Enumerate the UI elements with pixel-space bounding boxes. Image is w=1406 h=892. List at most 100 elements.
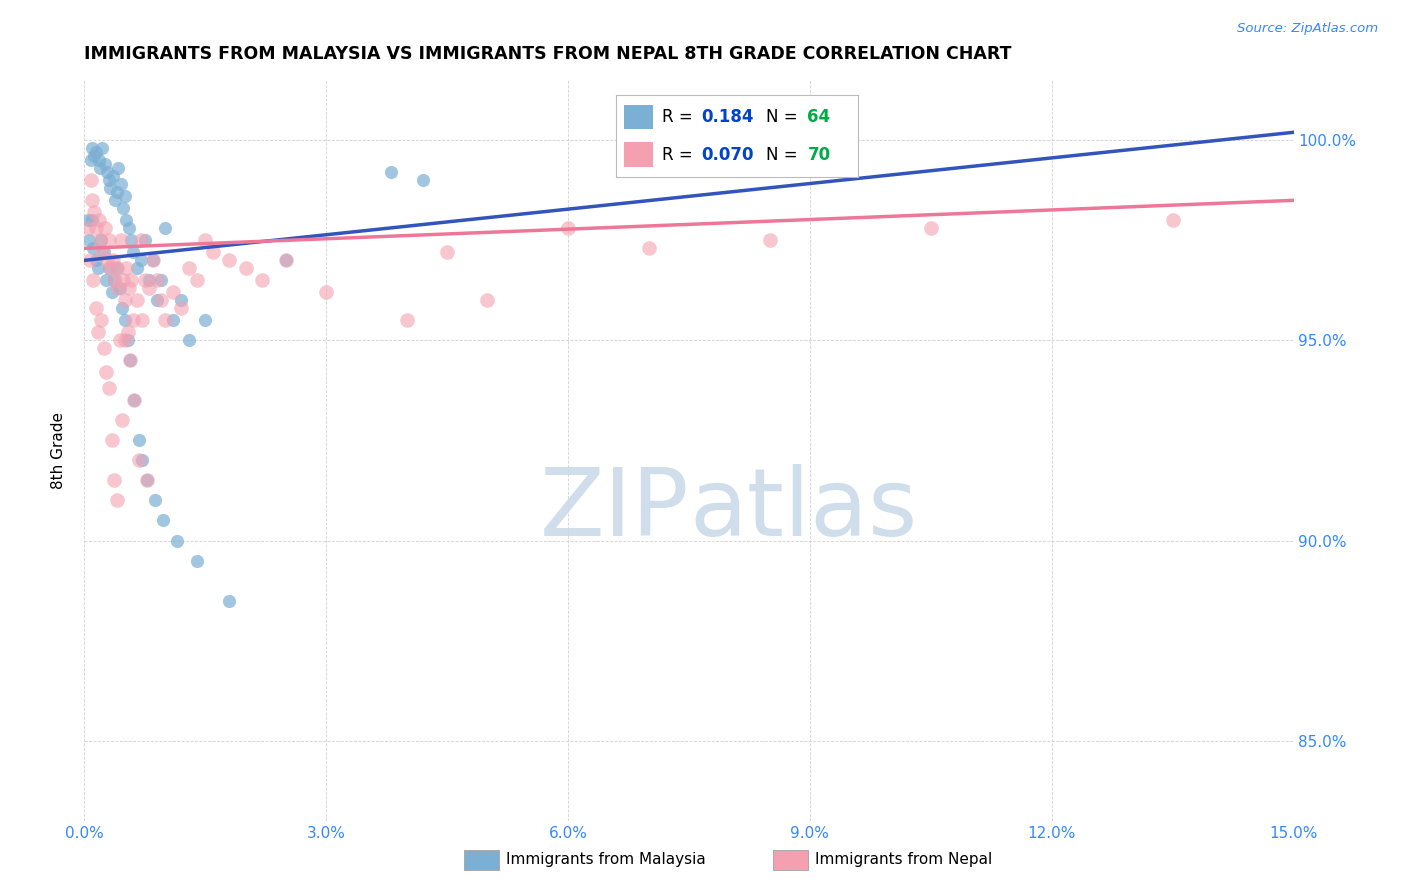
Point [250, 273, 273, 287]
Point [124, 393, 146, 408]
Point [153, 221, 176, 235]
Point [115, 213, 138, 227]
Point [98, 261, 121, 276]
Point [117, 326, 139, 340]
Point [436, 245, 458, 260]
Point [107, 281, 129, 295]
Point [100, 285, 122, 300]
Point [315, 285, 337, 300]
Point [136, 474, 159, 488]
Point [128, 434, 150, 448]
Point [98, 381, 121, 395]
Point [124, 393, 146, 408]
Point [89, 161, 111, 176]
Point [90, 313, 112, 327]
Point [162, 285, 184, 300]
Point [395, 313, 418, 327]
Point [380, 165, 402, 179]
Point [134, 233, 156, 247]
Point [115, 261, 138, 276]
Text: Source: ZipAtlas.com: Source: ZipAtlas.com [1237, 22, 1378, 36]
Point [146, 293, 169, 308]
Point [98, 261, 121, 276]
Point [82, 194, 104, 208]
Point [758, 233, 780, 247]
Point [146, 273, 169, 287]
Point [111, 301, 134, 316]
Point [120, 353, 142, 368]
Point [87, 153, 110, 168]
Point [83, 149, 105, 163]
Point [107, 261, 129, 276]
Point [87, 326, 110, 340]
Point [412, 173, 434, 187]
Point [93, 245, 115, 260]
Point [138, 281, 160, 295]
Text: ZIP: ZIP [540, 464, 689, 556]
Point [118, 281, 141, 295]
Point [194, 233, 217, 247]
Point [82, 241, 104, 255]
Point [93, 221, 115, 235]
Point [83, 205, 105, 219]
Point [274, 253, 297, 268]
Text: Immigrants from Nepal: Immigrants from Nepal [815, 853, 993, 867]
Point [93, 157, 115, 171]
Point [186, 553, 208, 567]
Point [87, 213, 110, 227]
Point [114, 189, 136, 203]
Point [104, 273, 127, 287]
Point [129, 233, 152, 247]
Point [114, 334, 136, 348]
Text: Immigrants from Malaysia: Immigrants from Malaysia [506, 853, 706, 867]
Point [235, 261, 257, 276]
Point [107, 161, 129, 176]
Point [125, 293, 148, 308]
Point [118, 221, 141, 235]
Point [86, 221, 108, 235]
Point [149, 293, 172, 308]
Point [121, 313, 143, 327]
Point [125, 261, 148, 276]
Point [96, 165, 118, 179]
Point [152, 514, 174, 528]
Point [87, 261, 110, 276]
Point [114, 293, 136, 308]
Point [108, 334, 131, 348]
Point [274, 253, 297, 268]
Point [112, 202, 135, 216]
Point [84, 301, 107, 316]
Point [170, 301, 193, 316]
Point [101, 253, 124, 268]
Point [129, 253, 152, 268]
Point [153, 313, 176, 327]
Point [170, 293, 193, 308]
Point [98, 181, 121, 195]
Point [218, 593, 240, 607]
Point [80, 213, 103, 227]
Point [101, 169, 124, 184]
Point [84, 253, 107, 268]
Point [134, 273, 156, 287]
Point [77, 221, 100, 235]
Y-axis label: 8th Grade: 8th Grade [51, 412, 66, 489]
Point [179, 261, 201, 276]
Point [79, 253, 101, 268]
Point [143, 493, 166, 508]
Point [142, 253, 165, 268]
Point [128, 453, 150, 467]
Point [94, 366, 117, 380]
Point [94, 273, 117, 287]
Point [131, 453, 153, 467]
Point [97, 233, 120, 247]
Point [136, 474, 159, 488]
Text: IMMIGRANTS FROM MALAYSIA VS IMMIGRANTS FROM NEPAL 8TH GRADE CORRELATION CHART: IMMIGRANTS FROM MALAYSIA VS IMMIGRANTS F… [84, 45, 1012, 63]
Point [103, 474, 125, 488]
Point [97, 173, 120, 187]
Point [121, 245, 143, 260]
Point [162, 313, 184, 327]
Point [93, 342, 115, 356]
Point [90, 233, 112, 247]
Point [186, 273, 208, 287]
Point [114, 313, 136, 327]
